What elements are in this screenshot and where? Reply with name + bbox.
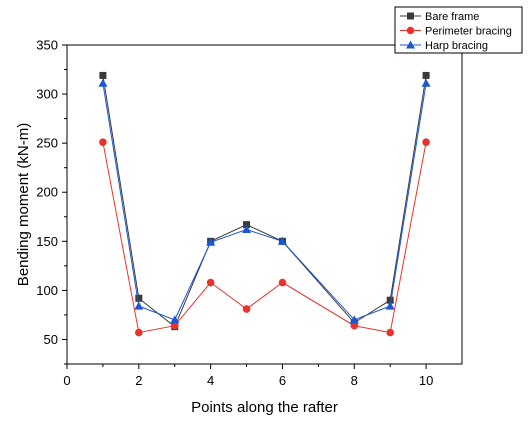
legend: Bare frame Perimeter bracing Harp bracing [394,6,523,54]
data-point [422,138,430,146]
legend-item: Bare frame [400,11,479,23]
series-perimeter-bracing [99,138,430,337]
data-point [278,278,287,287]
x-tick-label: 2 [135,373,142,388]
data-point [134,301,144,310]
data-point [386,296,394,304]
data-point [349,315,359,324]
series-harp-bracing [98,78,431,324]
x-tick-label: 8 [351,373,358,388]
data-point [99,71,107,79]
series-bare-frame [99,71,430,331]
legend-label: Perimeter bracing [425,26,512,38]
data-point [421,78,431,87]
legend-marker [407,12,414,20]
x-tick-label: 0 [63,373,70,388]
data-point [422,71,430,79]
x-tick-label: 4 [207,373,214,388]
legend-label: Harp bracing [425,40,488,52]
y-tick-label: 150 [36,234,58,249]
series-line [102,75,427,328]
y-tick-label: 300 [36,87,58,102]
data-point [135,294,143,302]
data-point [277,236,287,245]
y-tick-label: 100 [36,283,58,298]
x-tick-label: 10 [419,373,433,388]
y-tick-label: 200 [36,185,58,200]
data-point [243,221,251,229]
data-point [135,328,143,337]
y-axis: 50 100 150 200 250 300 350 [36,38,67,365]
x-axis-label: Points along the rafter [191,399,338,416]
plot-frame [66,44,463,365]
data-point [206,278,215,287]
legend-marker [406,40,415,49]
data-point [206,237,216,246]
y-tick-label: 350 [36,38,58,53]
data-point [98,78,108,87]
y-tick-label: 250 [36,136,58,151]
legend-marker [406,26,415,35]
data-point [385,301,395,310]
series-layer [98,71,431,337]
plot-border [66,44,463,365]
legend-item: Harp bracing [400,40,488,52]
y-axis-label: Bending moment (kN-m) [15,123,32,286]
data-point [386,328,394,337]
series-line [102,142,427,334]
data-point [99,138,107,146]
data-point [350,321,359,330]
legend-label: Bare frame [425,11,479,23]
data-point [170,321,179,330]
data-point [170,315,180,324]
data-point [242,225,252,234]
x-tick-label: 6 [279,373,286,388]
y-tick-label: 50 [44,332,58,347]
series-line [102,83,427,321]
data-point [242,305,251,313]
legend-item: Perimeter bracing [400,26,512,38]
x-axis: 0 2 4 6 8 10 [63,364,433,388]
